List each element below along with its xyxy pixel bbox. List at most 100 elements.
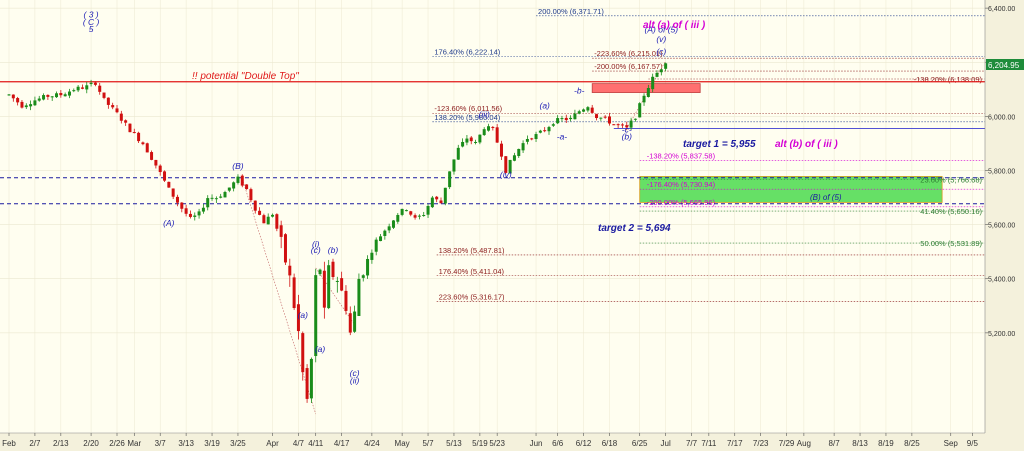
candle-down — [46, 94, 50, 97]
candle-down — [98, 85, 102, 92]
candle-up — [404, 210, 408, 212]
candle-up — [318, 269, 322, 275]
candle-up — [366, 258, 370, 276]
candle-down — [543, 130, 547, 132]
x-tick-label: 5/19 — [472, 439, 488, 448]
candle-down — [413, 215, 417, 218]
x-tick-label: 9/5 — [967, 439, 979, 448]
candle-down — [504, 156, 508, 173]
candle-down — [184, 208, 188, 214]
candle-down — [154, 159, 158, 166]
candle-up — [629, 120, 633, 128]
candle-down — [175, 196, 179, 203]
wave-label: (a) — [315, 344, 326, 354]
candle-up — [651, 76, 655, 90]
candle-down — [188, 213, 192, 217]
candle-down — [115, 108, 119, 113]
x-tick-label: 6/25 — [632, 439, 648, 448]
fib-level-label: 50.00% (5,531.89) — [920, 239, 982, 248]
candle-down — [439, 200, 443, 204]
candle-up — [443, 187, 447, 204]
wave-label: (c) — [311, 245, 321, 255]
candle-up — [478, 134, 482, 143]
candle-down — [119, 113, 123, 121]
last-price-marker: 6,204.95 — [986, 59, 1024, 70]
candle-down — [253, 200, 257, 211]
candle-down — [141, 142, 145, 145]
x-tick-label: 7/11 — [701, 439, 717, 448]
fib-level-label: 138.20% (5,980.04) — [434, 113, 500, 122]
x-tick-label: 7/7 — [686, 439, 698, 448]
fib-level-label: -200.00% (5,665.96) — [647, 198, 716, 207]
candle-down — [171, 188, 175, 197]
wave-b-of-5-annotation: (B) of (5) — [810, 193, 842, 202]
candle-up — [383, 230, 387, 236]
candle-up — [461, 141, 465, 147]
candle-up — [357, 278, 361, 316]
x-tick-label: 8/25 — [904, 439, 920, 448]
wave-label: (A) of (5) — [645, 24, 679, 34]
candle-up — [266, 216, 270, 225]
fib-level-label: 200.00% (6,371.71) — [538, 7, 604, 16]
fib-level-label: 138.20% (5,487.81) — [439, 246, 505, 255]
trend-line — [626, 60, 666, 129]
candle-down — [348, 313, 352, 333]
candle-up — [374, 239, 378, 252]
wave-label: (c) — [350, 368, 360, 378]
candle-down — [111, 105, 115, 108]
candle-down — [102, 92, 106, 98]
x-tick-label: Jun — [530, 439, 543, 448]
candle-down — [292, 277, 296, 308]
wave-label: (iv) — [500, 169, 512, 179]
candle-down — [93, 82, 97, 85]
candle-down — [620, 124, 624, 126]
x-tick-label: Sep — [944, 439, 959, 448]
y-tick-label: 5,600.00 — [988, 223, 1015, 230]
wave-label: -c- — [622, 125, 632, 135]
candle-up — [556, 118, 560, 124]
candle-up — [361, 275, 365, 278]
y-tick-label: 5,200.00 — [988, 331, 1015, 338]
candle-up — [525, 138, 529, 142]
candle-up — [50, 96, 54, 98]
wave-label: (b) — [328, 245, 339, 255]
candle-down — [275, 214, 279, 229]
candle-up — [422, 215, 426, 217]
candle-up — [37, 98, 41, 101]
x-tick-label: 2/13 — [53, 439, 69, 448]
x-tick-label: Feb — [2, 439, 16, 448]
candle-down — [16, 98, 20, 103]
candle-up — [560, 118, 564, 120]
candle-up — [42, 95, 46, 100]
candle-down — [344, 290, 348, 311]
candle-down — [435, 196, 439, 200]
x-tick-label: 6/18 — [602, 439, 618, 448]
y-tick-label: 5,400.00 — [988, 277, 1015, 284]
candle-up — [29, 104, 33, 107]
candle-down — [301, 333, 305, 373]
candle-up — [642, 95, 646, 103]
candle-up — [314, 275, 318, 357]
candle-down — [262, 215, 266, 224]
candle-up — [219, 196, 223, 198]
candles — [7, 62, 668, 404]
fib-level-label: 23.60% (5,766.68) — [920, 176, 982, 185]
candle-up — [538, 130, 542, 133]
x-tick-label: 8/7 — [829, 439, 841, 448]
candle-up — [638, 103, 642, 118]
fib-level-label: 176.40% (5,411.04) — [439, 267, 505, 276]
candle-up — [664, 63, 668, 69]
candle-down — [163, 171, 167, 181]
candle-up — [417, 215, 421, 217]
candle-up — [582, 109, 586, 112]
candle-down — [124, 120, 128, 123]
target-1-annotation: target 1 = 5,955 — [683, 139, 756, 150]
x-axis-background — [0, 433, 1024, 451]
x-tick-label: 2/20 — [83, 439, 99, 448]
fib-level-label: -200.00% (6,167.57) — [594, 62, 663, 71]
candle-up — [223, 192, 227, 198]
wave-label: ( 3 ) — [84, 10, 99, 20]
wave-label: (B) — [232, 161, 244, 171]
candle-down — [499, 143, 503, 157]
